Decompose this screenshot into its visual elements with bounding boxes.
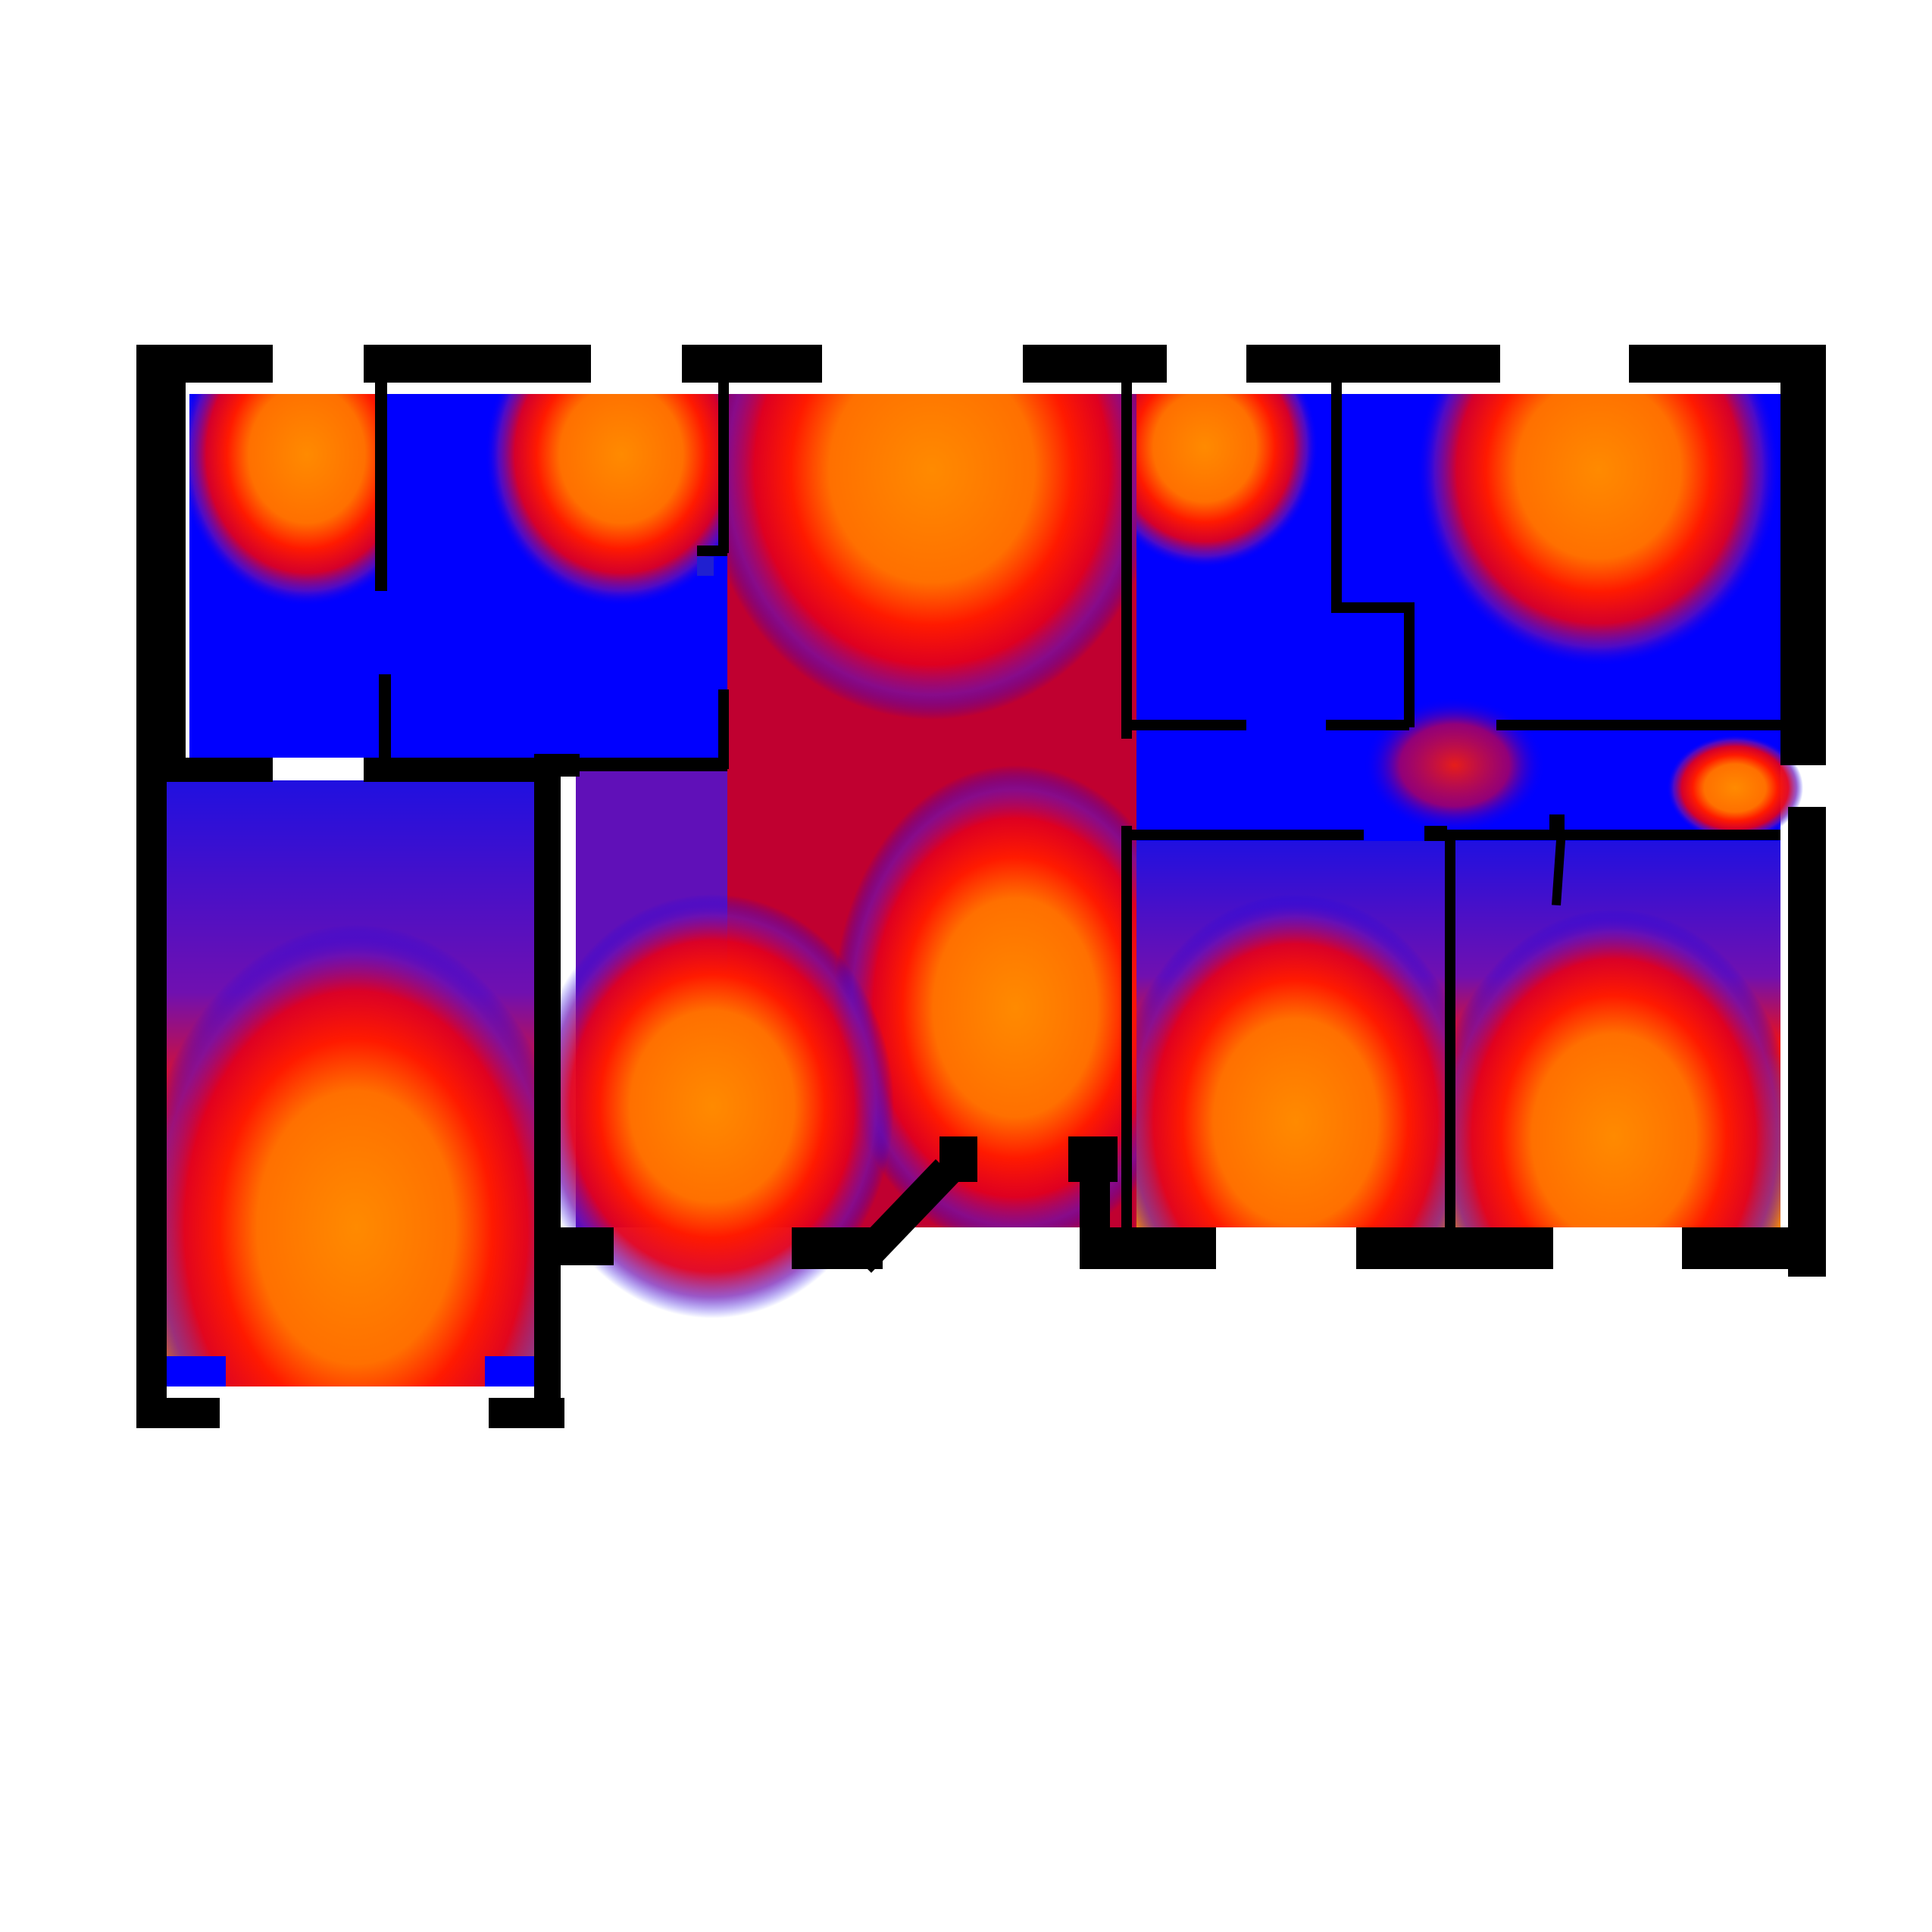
wall bbox=[136, 780, 167, 1424]
wall bbox=[568, 758, 727, 771]
wall bbox=[375, 383, 387, 591]
wall bbox=[364, 758, 538, 782]
wall bbox=[1788, 807, 1826, 1277]
wall bbox=[849, 1159, 958, 1273]
wall bbox=[1121, 830, 1364, 840]
heat-spot-hallway bbox=[1667, 735, 1803, 841]
wall bbox=[534, 765, 561, 1424]
wall bbox=[136, 345, 273, 383]
wall bbox=[718, 689, 729, 769]
heat-spot-room-d bbox=[1136, 394, 1318, 568]
wall bbox=[1246, 345, 1500, 383]
wall bbox=[1440, 830, 1780, 840]
heat-spots bbox=[167, 394, 1803, 1386]
heat-spot-room-b bbox=[485, 394, 727, 606]
wall bbox=[379, 674, 391, 773]
heat-spot-center-bottom bbox=[833, 765, 1136, 1227]
wall bbox=[1023, 345, 1167, 383]
wall bbox=[136, 345, 186, 780]
heat-spot-room-e bbox=[1417, 394, 1780, 667]
heat-spot-room-a bbox=[189, 394, 379, 606]
wall bbox=[1780, 345, 1826, 765]
wall bbox=[538, 1227, 614, 1265]
heat-spot-room-f bbox=[167, 924, 546, 1386]
wall bbox=[697, 546, 727, 556]
wall bbox=[1404, 602, 1415, 727]
wall bbox=[136, 758, 273, 782]
heat-spot-hallway-glow bbox=[1364, 697, 1546, 833]
heat-spot-room-g bbox=[1136, 894, 1447, 1227]
heat-spot-lower-left-center bbox=[530, 894, 894, 1318]
wall bbox=[1445, 830, 1455, 1254]
wall bbox=[718, 383, 729, 553]
wall bbox=[1080, 1227, 1216, 1269]
wall bbox=[1682, 1227, 1826, 1269]
wall bbox=[1356, 1227, 1553, 1269]
wall bbox=[1121, 383, 1132, 739]
wall bbox=[1326, 720, 1409, 730]
wall bbox=[1331, 602, 1415, 613]
wall bbox=[1549, 814, 1565, 837]
wall bbox=[1121, 826, 1132, 1246]
wall bbox=[1552, 829, 1566, 906]
heat-spot-room-h bbox=[1447, 909, 1780, 1227]
wall bbox=[1331, 383, 1342, 610]
wall bbox=[939, 1136, 977, 1182]
wall bbox=[682, 345, 822, 383]
wall bbox=[136, 1398, 220, 1428]
wall bbox=[364, 345, 591, 383]
heat-spot-center-top bbox=[727, 394, 1136, 720]
wall bbox=[1496, 720, 1780, 730]
walls bbox=[136, 345, 1826, 1428]
wall bbox=[1424, 826, 1447, 841]
wall bbox=[697, 557, 714, 576]
wall bbox=[1121, 720, 1246, 730]
